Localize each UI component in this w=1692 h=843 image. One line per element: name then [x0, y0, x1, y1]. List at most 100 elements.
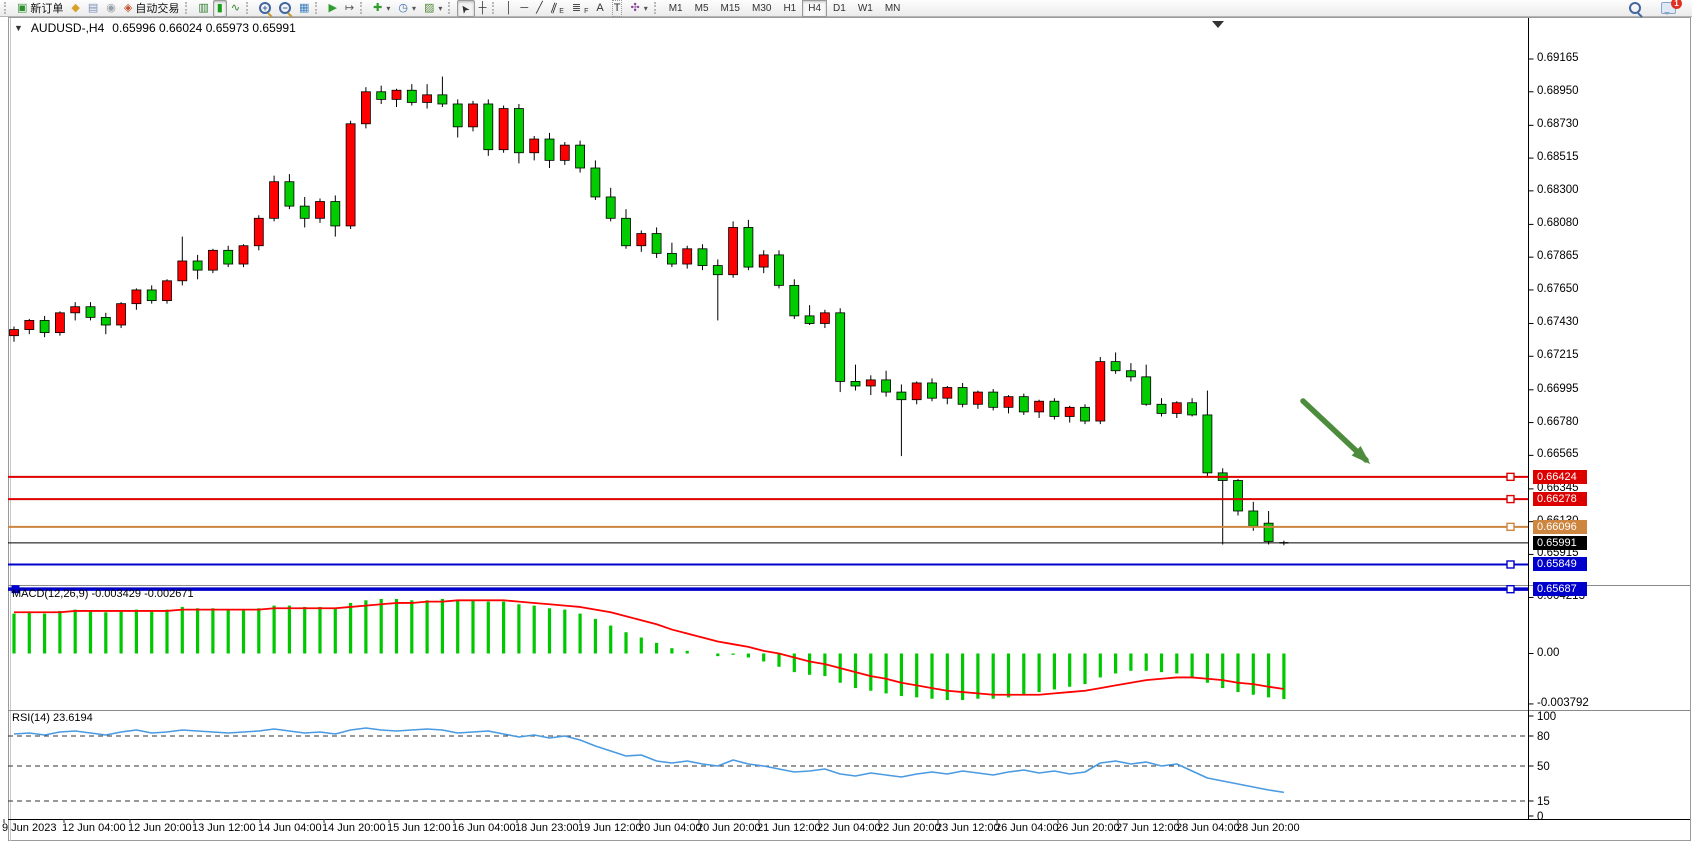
candle-body — [927, 382, 937, 399]
monitor-icon: ▤ — [87, 1, 99, 14]
button-bar-chart[interactable]: ▥ — [194, 0, 212, 17]
auto-scroll-icon: ▶ — [328, 1, 337, 14]
button-text-label[interactable]: T — [608, 0, 627, 17]
candle-body — [1233, 480, 1243, 512]
button-market-watch[interactable]: ▤ — [84, 0, 102, 17]
toolbar-grip — [492, 2, 498, 14]
button-notifications[interactable]: 1 — [1657, 0, 1682, 17]
icon-sub-letter: E — [559, 7, 564, 15]
tf-d1-button[interactable]: D1 — [827, 0, 852, 17]
candle-body — [529, 138, 540, 154]
candle-body — [1064, 406, 1075, 417]
hline-handle[interactable] — [1506, 522, 1515, 532]
candle-body — [1263, 522, 1274, 542]
button-chart-shift[interactable]: ↦ — [341, 0, 358, 17]
button-cursor[interactable]: ➤ — [457, 0, 475, 17]
candle-body — [743, 227, 754, 268]
button-crosshair[interactable]: ┼ — [475, 0, 491, 17]
toolbar: ▣ 新订单 ◆ ▤ ◉ ◈ 自动交易 ▥ ▮ ∿ + − ▦ ▶ ↦ ✚ ▾ ◷ ▾ ▨ ▾ ➤ ┼ │ ─ ╱ ∥ E ≣ F A T ✣ ▾ M… — [0, 0, 1692, 17]
button-vertical-line[interactable]: │ — [501, 0, 516, 17]
candle-body — [452, 103, 463, 128]
arrows-icon: ✣ — [630, 1, 640, 14]
candlestick-icon: ▮ — [216, 1, 223, 14]
tf-mn-button[interactable]: MN — [879, 0, 907, 17]
button-templates[interactable]: ▨ ▾ — [420, 0, 446, 17]
button-equidistant-channel[interactable]: ∥ E — [547, 0, 568, 17]
button-new-order[interactable]: ▣ 新订单 — [13, 0, 67, 17]
button-auto-trading[interactable]: ◈ 自动交易 — [120, 0, 183, 17]
toolbar-grip — [315, 2, 321, 14]
candle-body — [24, 320, 35, 330]
chart-shift-marker[interactable] — [1212, 21, 1224, 28]
candle-body — [162, 280, 172, 302]
candle-body — [207, 249, 218, 271]
button-line-chart[interactable]: ∿ — [227, 0, 244, 17]
button-trendline[interactable]: ╱ — [532, 0, 547, 17]
button-tile-windows[interactable]: ▦ — [295, 0, 313, 17]
tf-m15-label: M15 — [720, 2, 740, 14]
button-text[interactable]: A — [592, 0, 607, 17]
tf-w1-button[interactable]: W1 — [852, 0, 879, 17]
button-fibonacci[interactable]: ≣ F — [568, 0, 593, 17]
button-zoom-out[interactable]: − — [275, 0, 295, 17]
candle-body — [1110, 361, 1121, 372]
tf-m1-button[interactable]: M1 — [663, 0, 689, 17]
button-candle-chart[interactable]: ▮ — [212, 0, 227, 17]
toolbar-group-timeframes: M1 M5 M15 M30 H1 H4 D1 W1 MN — [663, 0, 907, 17]
button-horizontal-line[interactable]: ─ — [516, 0, 532, 17]
tf-m5-button[interactable]: M5 — [689, 0, 715, 17]
hline-handle[interactable] — [1506, 584, 1515, 594]
tf-m5-label: M5 — [694, 2, 709, 14]
candle-body — [636, 233, 647, 247]
hline-handle[interactable] — [1506, 472, 1515, 482]
zoom-sign: + — [262, 3, 268, 13]
candle-body — [942, 387, 953, 399]
hline-handle-left[interactable] — [11, 585, 20, 594]
button-one-click[interactable]: ◆ — [67, 0, 83, 17]
candle-body — [1095, 361, 1106, 422]
auto-trading-label: 自动交易 — [135, 3, 180, 15]
candle-body — [269, 181, 280, 219]
candle-body — [514, 108, 524, 154]
tf-h4-button[interactable]: H4 — [802, 0, 828, 17]
notification-badge: 1 — [1671, 0, 1682, 9]
candle-body — [299, 205, 310, 219]
candle-body — [9, 329, 19, 337]
candle-body — [896, 391, 907, 401]
toolbar-group-trade: ▣ 新订单 ◆ ▤ ◉ ◈ 自动交易 — [13, 0, 183, 16]
candle-body — [1080, 406, 1090, 422]
toolbar-right: 1 — [1625, 0, 1690, 17]
candle-body — [406, 89, 417, 103]
trend-arrow-object[interactable] — [1300, 398, 1369, 463]
hline-handle[interactable] — [1506, 560, 1515, 569]
candle-body — [605, 196, 616, 219]
button-zoom-in[interactable]: + — [255, 0, 275, 17]
candle-body — [330, 201, 341, 227]
candle-body — [253, 217, 264, 247]
tf-h1-button[interactable]: H1 — [777, 0, 802, 17]
candle-body — [835, 312, 846, 382]
candle-body — [55, 312, 65, 334]
button-indicators[interactable]: ✚ ▾ — [369, 0, 394, 17]
cursor-icon: ➤ — [458, 1, 474, 16]
candle-body — [1156, 403, 1167, 414]
candle-body — [1034, 400, 1044, 413]
tf-m15-button[interactable]: M15 — [715, 0, 746, 17]
hline-handle[interactable] — [1506, 494, 1515, 504]
toolbar-grip — [246, 2, 252, 14]
tf-m30-button[interactable]: M30 — [746, 0, 777, 17]
button-auto-scroll[interactable]: ▶ — [324, 0, 340, 17]
button-periods[interactable]: ◷ ▾ — [394, 0, 420, 17]
candle-body — [651, 233, 662, 254]
button-signals[interactable]: ◉ — [102, 0, 120, 17]
tile-windows-icon: ▦ — [299, 1, 310, 14]
one-click-expander-icon[interactable]: ▼ — [14, 23, 23, 33]
candle-body — [973, 391, 983, 405]
candle-body — [192, 260, 203, 271]
candle-body — [728, 227, 738, 276]
button-search[interactable] — [1625, 0, 1645, 17]
button-arrows[interactable]: ✣ ▾ — [626, 0, 651, 17]
chart-title: ▼ AUDUSD-,H4 0.65996 0.66024 0.65973 0.6… — [14, 21, 296, 35]
toolbar-group-chart-type: ▥ ▮ ∿ — [194, 0, 244, 17]
